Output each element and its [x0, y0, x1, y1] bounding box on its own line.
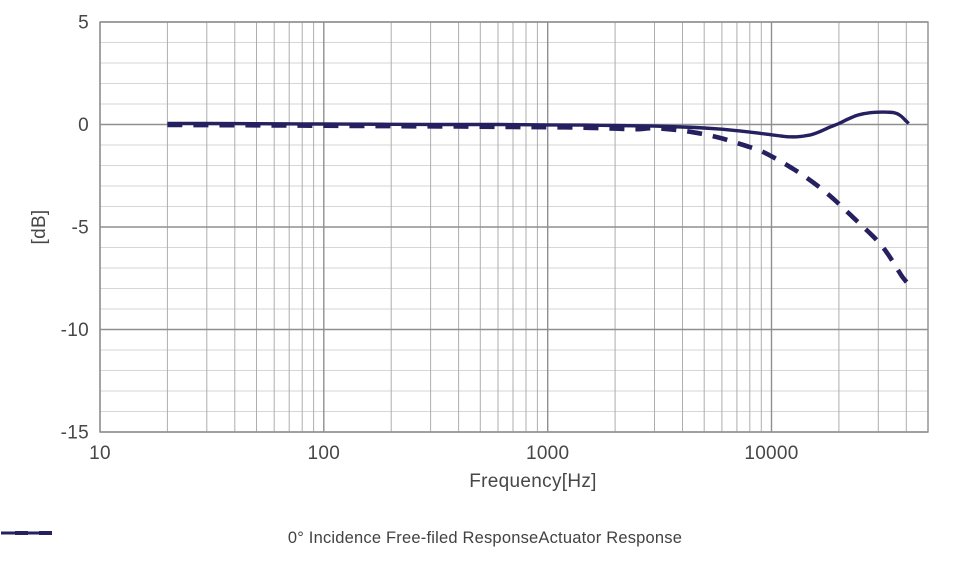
series-line-dashed — [167, 122, 911, 286]
legend-item-free-field: 0° Incidence Free-filed Response — [1, 529, 539, 548]
legend: 0° Incidence Free-filed Response Actuato… — [0, 529, 970, 548]
dashed-line-swatch-icon — [15, 531, 52, 535]
x-axis-title: Frequency[Hz] — [469, 471, 597, 492]
y-tick-labels: 5 0 -5 -10 -15 — [61, 13, 89, 444]
y-tick-label: 5 — [78, 13, 89, 34]
x-tick-labels: 10 100 1000 10000 — [89, 443, 798, 464]
x-tick-label: 10000 — [744, 443, 798, 464]
series-curves — [167, 110, 911, 286]
legend-item-actuator: Actuator Response — [15, 529, 683, 548]
y-tick-label: 0 — [78, 115, 89, 136]
x-tick-label: 1000 — [526, 443, 569, 464]
y-axis-title: [dB] — [29, 209, 50, 245]
x-tick-label: 10 — [89, 443, 111, 464]
legend-label-free-field: 0° Incidence Free-filed Response — [287, 529, 539, 547]
x-tick-label: 100 — [307, 443, 340, 464]
legend-label-actuator: Actuator Response — [538, 529, 683, 547]
plot-border — [99, 21, 929, 433]
y-tick-label: -5 — [72, 218, 90, 239]
y-tick-label: -10 — [61, 320, 89, 341]
y-tick-label: -15 — [61, 423, 89, 444]
